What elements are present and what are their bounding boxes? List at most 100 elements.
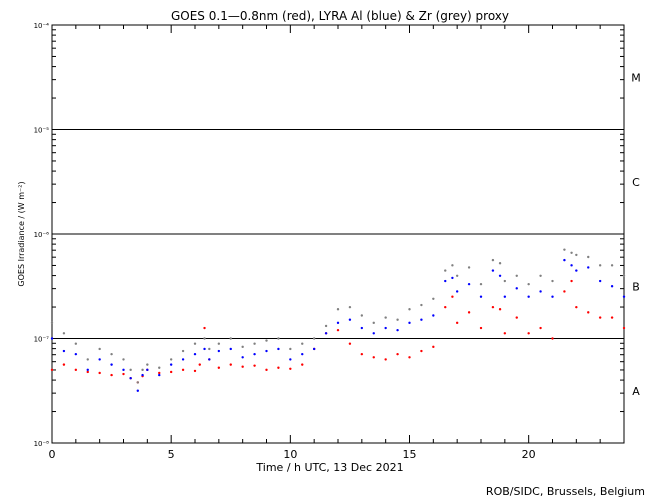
data-point: [587, 255, 590, 259]
data-point: [74, 342, 78, 345]
y-axis-label: GOES Irradiance / (W m⁻²): [17, 181, 26, 286]
data-point: [455, 290, 459, 293]
data-point: [610, 285, 614, 288]
data-point: [301, 342, 304, 345]
data-point: [503, 295, 507, 298]
data-point: [62, 363, 66, 366]
data-point: [515, 316, 518, 319]
x-tick-label: 5: [168, 448, 175, 461]
data-point: [312, 337, 316, 340]
data-point: [136, 389, 139, 392]
data-point: [384, 326, 387, 330]
data-point: [432, 314, 435, 317]
data-point: [551, 279, 554, 283]
data-point: [348, 305, 352, 309]
flare-class-label: B: [632, 280, 640, 293]
data-point: [396, 318, 399, 321]
data-point: [491, 305, 495, 309]
data-point: [527, 295, 530, 298]
data-point: [575, 253, 578, 257]
data-point: [289, 358, 292, 361]
data-point: [324, 324, 328, 328]
data-point: [50, 368, 54, 372]
data-point: [444, 279, 447, 283]
data-point: [451, 295, 454, 298]
data-point: [467, 266, 471, 269]
data-point: [301, 352, 304, 356]
data-point: [622, 295, 626, 298]
y-tick-label: 10⁻⁴: [34, 22, 50, 30]
data-point: [539, 274, 542, 277]
data-point: [203, 326, 206, 330]
data-point: [610, 316, 614, 319]
data-point: [570, 264, 573, 267]
data-point: [277, 347, 280, 351]
data-point: [203, 337, 206, 340]
data-point: [181, 349, 185, 353]
data-point: [110, 363, 113, 366]
data-point: [241, 365, 244, 368]
data-point: [587, 311, 590, 314]
data-point: [527, 282, 530, 286]
y-tick-label: 10⁻⁵: [34, 127, 50, 135]
data-point: [289, 367, 292, 371]
data-point: [491, 269, 495, 272]
plot-area: 0 5 10 15 20 10⁻⁸ 10⁻⁷ 10⁻⁶ 10⁻⁵ 10⁻⁴ A B C M: [34, 22, 641, 461]
data-point: [265, 349, 268, 353]
data-point: [98, 358, 101, 361]
data-point: [208, 358, 211, 361]
data-point: [384, 358, 387, 361]
data-point: [420, 349, 423, 353]
data-point: [277, 337, 280, 340]
data-point: [527, 332, 530, 335]
data-point: [324, 332, 328, 335]
data-point: [98, 347, 101, 351]
data-point: [169, 358, 173, 361]
data-point: [74, 352, 78, 356]
data-point: [372, 332, 375, 335]
data-point: [265, 339, 268, 342]
x-tick-label: 0: [49, 448, 56, 461]
data-point: [622, 274, 626, 277]
data-point: [551, 337, 554, 340]
data-point: [396, 328, 399, 332]
data-point: [50, 321, 54, 325]
data-point: [141, 368, 144, 372]
data-point: [575, 269, 578, 272]
data-point: [336, 321, 340, 325]
x-tick-label: 10: [283, 448, 297, 461]
data-point: [348, 342, 352, 345]
data-point: [62, 349, 66, 353]
data-point: [193, 342, 197, 345]
data-point: [503, 279, 507, 283]
data-point: [241, 345, 244, 349]
data-point: [598, 264, 602, 267]
data-point: [503, 332, 507, 335]
data-point: [217, 366, 221, 369]
data-point: [122, 368, 125, 372]
data-point: [110, 373, 113, 377]
data-point: [420, 318, 423, 321]
data-point: [141, 373, 144, 377]
data-point: [146, 368, 149, 372]
y-tick-label: 10⁻⁷: [34, 336, 50, 344]
data-point: [253, 352, 256, 356]
data-point: [312, 347, 316, 351]
data-point: [253, 342, 256, 345]
data-point: [62, 332, 66, 335]
data-point: [539, 290, 542, 293]
data-point: [98, 371, 101, 375]
data-point: [570, 279, 573, 283]
data-point: [396, 352, 399, 356]
data-point: [336, 328, 340, 332]
data-point: [515, 274, 518, 277]
data-point: [598, 279, 602, 283]
x-tick-label: 20: [522, 448, 536, 461]
data-point: [479, 295, 483, 298]
data-point: [498, 274, 502, 277]
data-point: [136, 381, 139, 384]
data-point: [467, 282, 471, 286]
data-point: [451, 264, 454, 267]
data-point: [158, 373, 161, 377]
